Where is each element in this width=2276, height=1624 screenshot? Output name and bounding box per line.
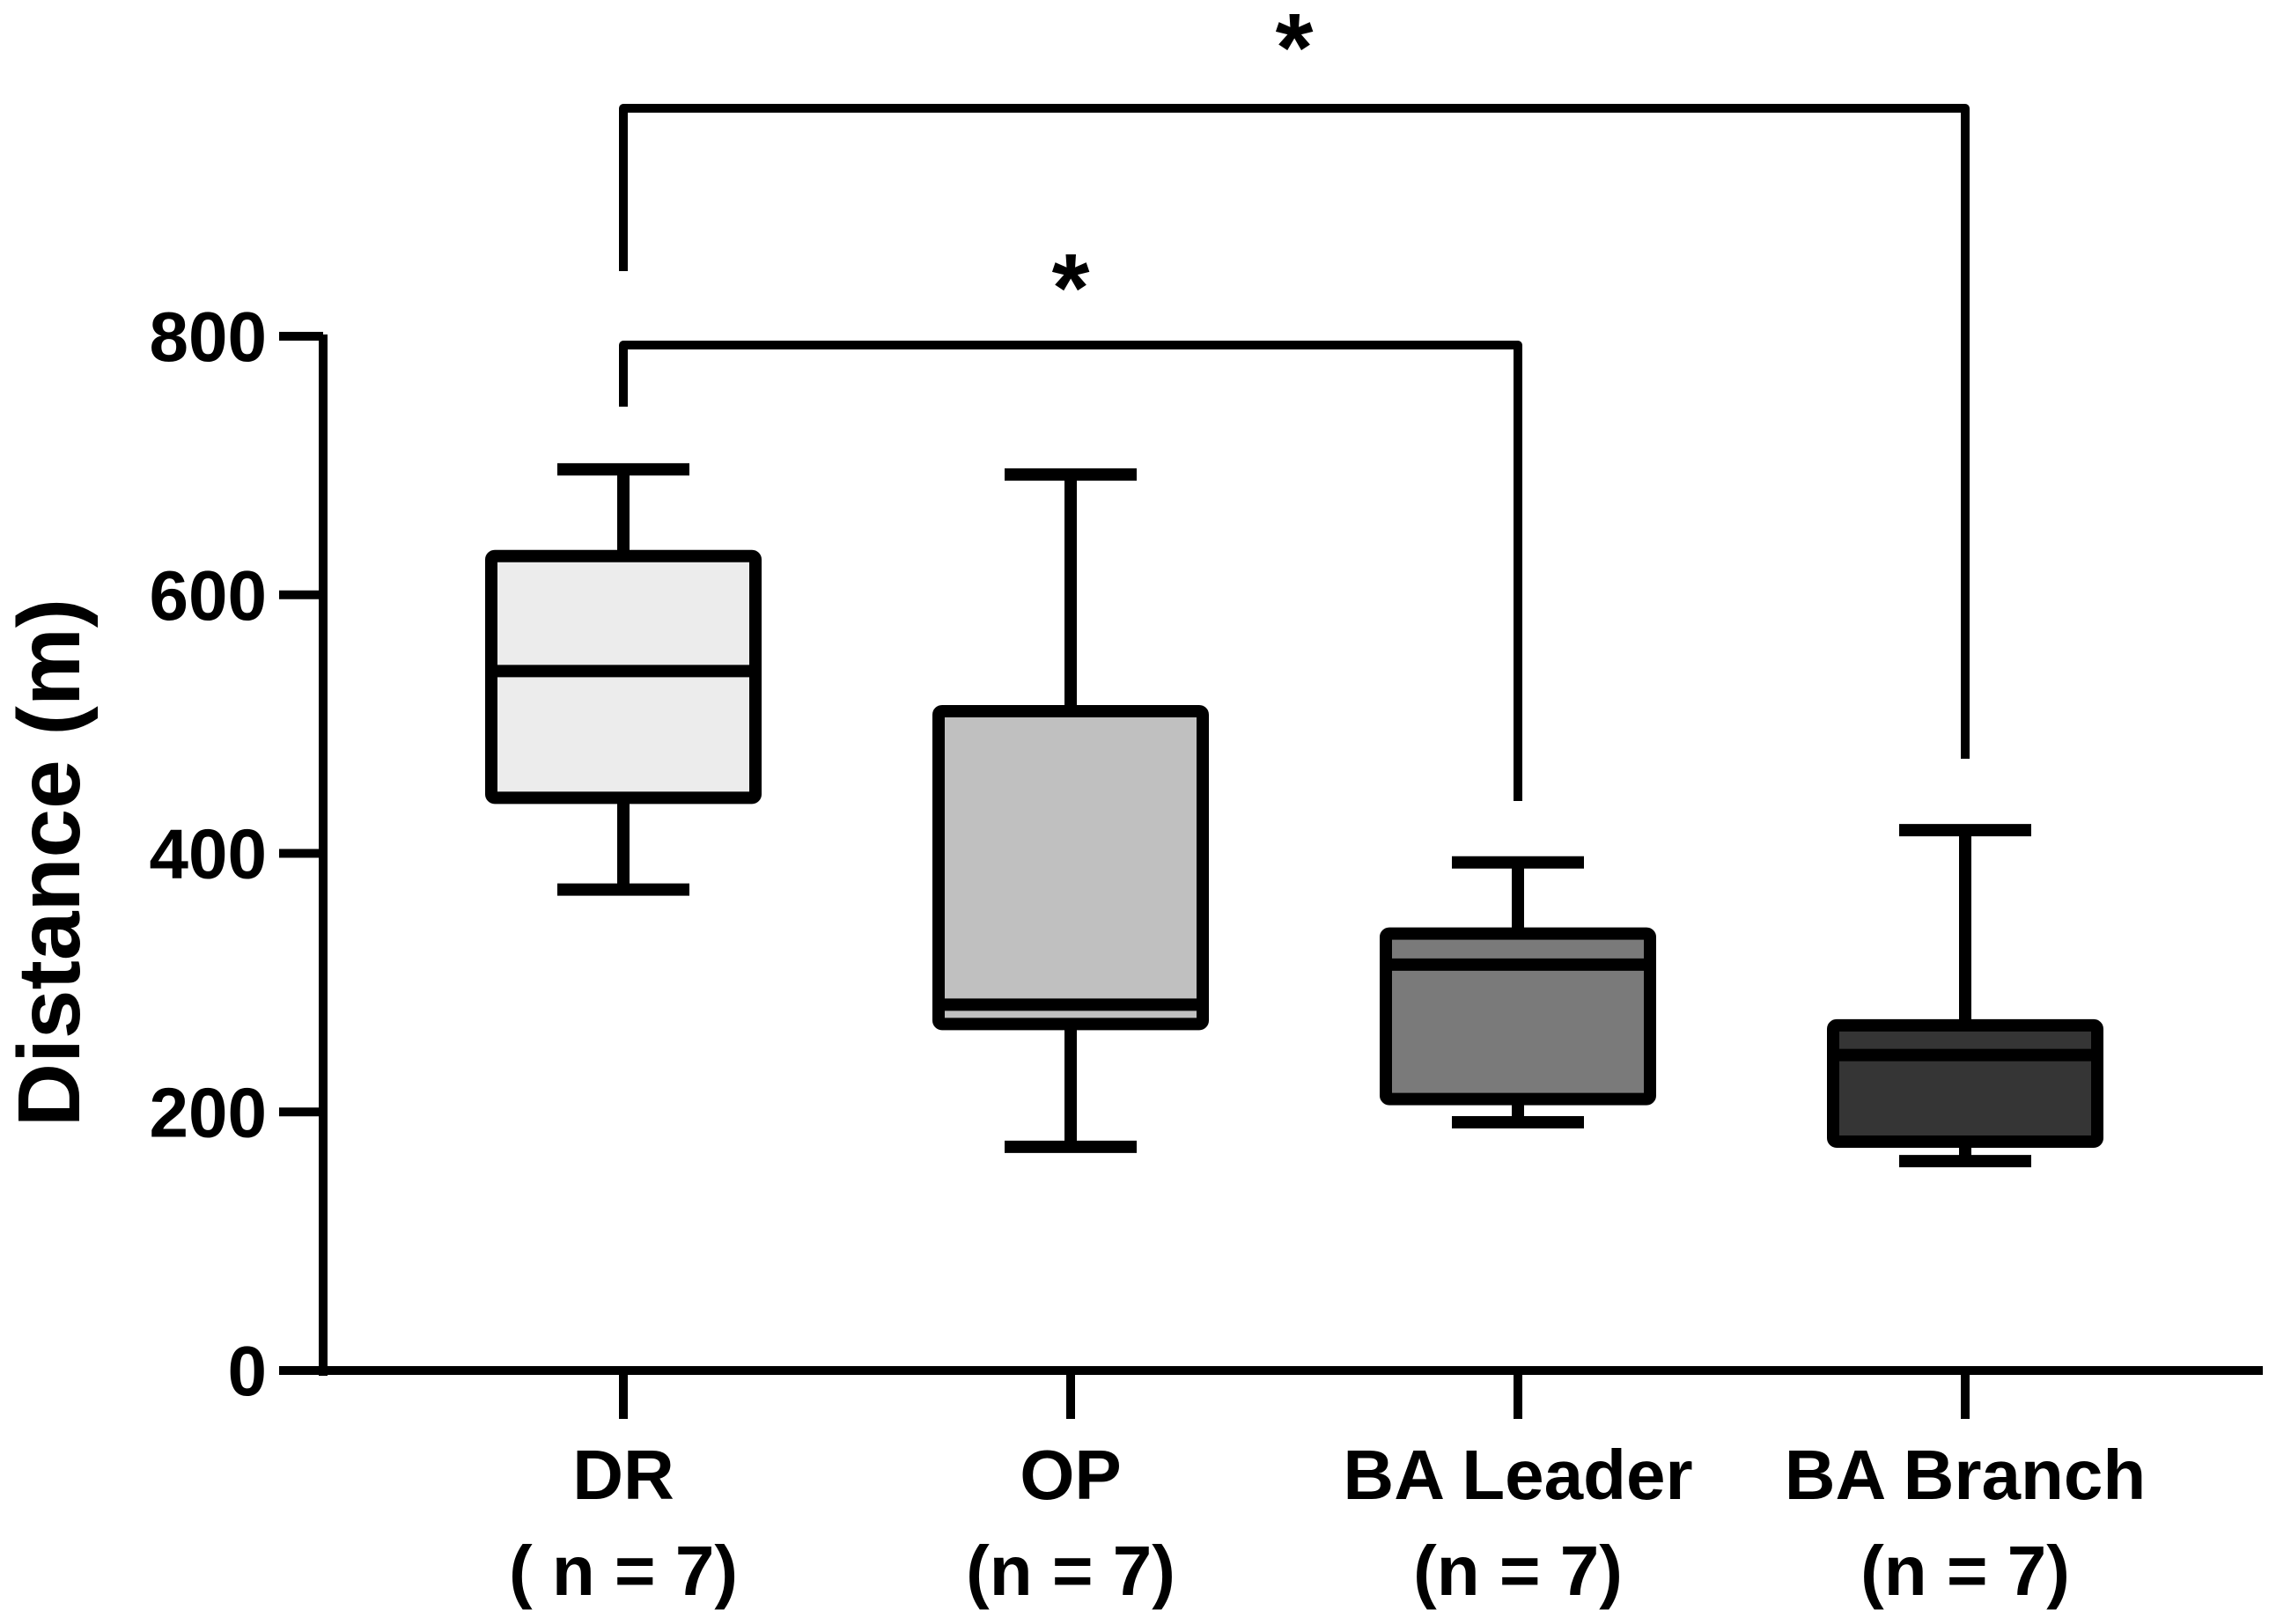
y-tick-label-200: 200 <box>150 1073 267 1151</box>
y-tick-label-0: 0 <box>228 1332 268 1410</box>
box-1 <box>485 463 762 896</box>
box-2 <box>932 468 1209 1153</box>
bracket-line-2 <box>619 104 1970 759</box>
iqr-box-4 <box>1827 1018 2103 1149</box>
y-tick-label-800: 800 <box>150 298 267 376</box>
box-3 <box>1380 856 1656 1128</box>
x-tick-label-4: BA Branch <box>1785 1436 2146 1514</box>
x-tick-sublabel-1: ( n = 7) <box>509 1532 738 1610</box>
significance-brackets: ** <box>619 0 1970 801</box>
y-tick-label-400: 400 <box>150 815 267 893</box>
x-tick-label-3: BA Leader <box>1343 1436 1692 1514</box>
significance-star-2: * <box>1276 0 1314 102</box>
y-axis-title: Distance (m) <box>0 599 99 1127</box>
significance-star-1: * <box>1052 234 1090 342</box>
bracket-line-1 <box>619 341 1522 801</box>
iqr-box-3 <box>1380 927 1656 1106</box>
significance-bracket-1: * <box>619 234 1522 801</box>
y-tick-label-600: 600 <box>150 556 267 635</box>
iqr-box-2 <box>932 704 1209 1031</box>
box-series <box>485 463 2103 1168</box>
x-tick-label-2: OP <box>1020 1436 1122 1514</box>
axes-group: 0 200 400 600 800 DR ( n = 7) OP (n = 7) BA Leade… <box>150 298 2263 1610</box>
significance-bracket-2: * <box>619 0 1970 759</box>
x-tick-label-1: DR <box>572 1436 674 1514</box>
x-tick-sublabel-2: (n = 7) <box>966 1532 1175 1610</box>
x-tick-sublabel-4: (n = 7) <box>1860 1532 2070 1610</box>
box-4 <box>1827 824 2103 1168</box>
x-tick-sublabel-3: (n = 7) <box>1413 1532 1623 1610</box>
